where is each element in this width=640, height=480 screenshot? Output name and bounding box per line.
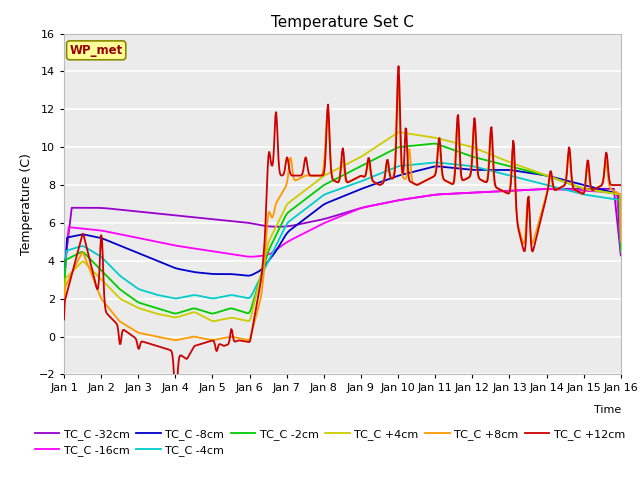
TC_C -16cm: [184, 245, 192, 251]
TC_C -8cm: [127, 247, 135, 253]
TC_C -32cm: [60, 269, 68, 275]
TC_C -16cm: [410, 195, 418, 201]
TC_C -16cm: [543, 186, 551, 192]
TC_C +4cm: [70, 267, 78, 273]
Line: TC_C +8cm: TC_C +8cm: [64, 82, 621, 340]
TC_C -4cm: [172, 296, 179, 301]
TC_C -16cm: [214, 249, 221, 255]
TC_C -2cm: [617, 248, 625, 254]
TC_C -8cm: [617, 245, 625, 251]
TC_C +12cm: [172, 394, 179, 400]
TC_C -4cm: [617, 243, 625, 249]
TC_C -16cm: [60, 279, 68, 285]
TC_C +8cm: [185, 335, 193, 340]
TC_C -32cm: [410, 195, 418, 201]
TC_C -8cm: [70, 233, 78, 239]
TC_C +4cm: [210, 318, 218, 324]
Legend: TC_C -32cm, TC_C -16cm, TC_C -8cm, TC_C -4cm, TC_C -2cm, TC_C +4cm, TC_C +8cm, T: TC_C -32cm, TC_C -16cm, TC_C -8cm, TC_C …: [31, 424, 630, 460]
Line: TC_C +4cm: TC_C +4cm: [64, 132, 621, 321]
TC_C -32cm: [551, 186, 559, 192]
TC_C -32cm: [70, 205, 78, 211]
TC_C -8cm: [433, 164, 441, 169]
TC_C +12cm: [60, 317, 68, 323]
Line: TC_C -2cm: TC_C -2cm: [64, 144, 621, 313]
TC_C -4cm: [127, 281, 135, 287]
TC_C -4cm: [432, 159, 440, 165]
TC_C +8cm: [412, 181, 419, 187]
TC_C -16cm: [70, 225, 78, 230]
TC_C -4cm: [214, 295, 222, 300]
TC_C -16cm: [426, 192, 434, 198]
TC_C -32cm: [127, 208, 135, 214]
TC_C +12cm: [70, 263, 78, 269]
TC_C +4cm: [617, 227, 625, 233]
TC_C +12cm: [185, 353, 193, 359]
TC_C +4cm: [184, 311, 192, 317]
TC_C +12cm: [428, 175, 436, 180]
TC_C -2cm: [127, 295, 135, 300]
Line: TC_C -4cm: TC_C -4cm: [64, 162, 621, 299]
TC_C -2cm: [214, 309, 222, 315]
TC_C -2cm: [172, 311, 179, 316]
TC_C +12cm: [395, 63, 403, 69]
TC_C +4cm: [60, 305, 68, 311]
TC_C +4cm: [396, 130, 403, 135]
TC_C +4cm: [214, 317, 222, 323]
TC_C -32cm: [617, 252, 625, 258]
Line: TC_C +12cm: TC_C +12cm: [64, 66, 621, 397]
TC_C +8cm: [214, 336, 222, 342]
TC_C -8cm: [426, 165, 434, 170]
Line: TC_C -8cm: TC_C -8cm: [64, 167, 621, 287]
TC_C -32cm: [426, 192, 434, 198]
TC_C -2cm: [70, 253, 78, 259]
TC_C +12cm: [617, 182, 625, 188]
TC_C -8cm: [214, 271, 221, 277]
TC_C +8cm: [127, 325, 135, 331]
TC_C -16cm: [617, 250, 625, 255]
TC_C +8cm: [60, 301, 68, 307]
TC_C +4cm: [412, 132, 419, 138]
TC_C +8cm: [617, 239, 625, 245]
TC_C -8cm: [60, 284, 68, 290]
TC_C -4cm: [70, 245, 78, 251]
TC_C -4cm: [60, 291, 68, 297]
Title: Temperature Set C: Temperature Set C: [271, 15, 414, 30]
TC_C +12cm: [412, 181, 419, 187]
TC_C -32cm: [214, 217, 221, 223]
TC_C +8cm: [172, 337, 179, 343]
TC_C +8cm: [428, 174, 436, 180]
TC_C +12cm: [127, 332, 135, 338]
TC_C -32cm: [184, 214, 192, 219]
TC_C -8cm: [410, 169, 418, 175]
TC_C -4cm: [411, 162, 419, 168]
TC_C -2cm: [411, 143, 419, 148]
TC_C +4cm: [428, 134, 436, 140]
TC_C -2cm: [430, 141, 438, 146]
TC_C -8cm: [184, 268, 192, 274]
TC_C +8cm: [394, 79, 402, 85]
Line: TC_C -16cm: TC_C -16cm: [64, 189, 621, 282]
TC_C +12cm: [214, 344, 222, 350]
Text: WP_met: WP_met: [70, 44, 123, 57]
TC_C +8cm: [70, 266, 78, 272]
Text: Time: Time: [593, 405, 621, 415]
TC_C -2cm: [60, 288, 68, 294]
TC_C -4cm: [185, 293, 193, 299]
TC_C +4cm: [127, 301, 135, 307]
TC_C -4cm: [428, 160, 435, 166]
Y-axis label: Temperature (C): Temperature (C): [20, 153, 33, 255]
TC_C -16cm: [127, 234, 135, 240]
Line: TC_C -32cm: TC_C -32cm: [64, 189, 621, 272]
TC_C -2cm: [428, 141, 435, 147]
TC_C -2cm: [185, 307, 193, 312]
